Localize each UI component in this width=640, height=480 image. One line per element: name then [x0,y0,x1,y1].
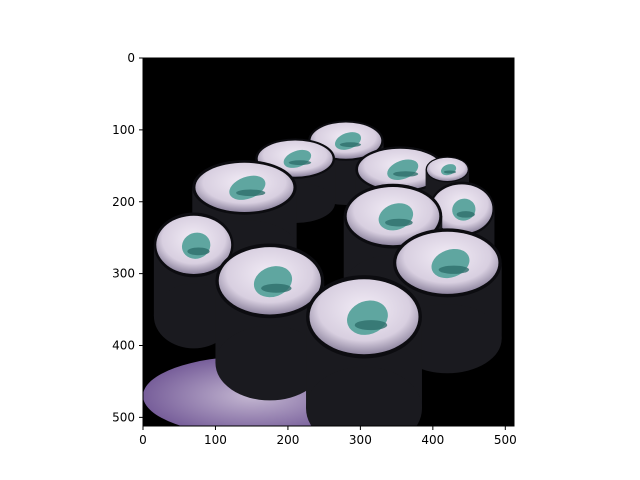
cucumber-skin [443,170,457,174]
axes-frame [142,57,515,427]
x-axis: 0 100 200 300 400 500 [139,426,517,447]
y-tick-label: 0 [127,51,135,65]
cucumber-skin [187,247,210,256]
y-tick-label: 300 [112,267,135,281]
x-tick-label: 0 [139,433,147,447]
x-tick-label: 100 [204,433,227,447]
sushi-pieces [153,120,502,426]
cucumber-skin [354,320,388,331]
nori-bottom [153,283,234,349]
y-tick-label: 500 [112,410,135,424]
sushi-piece [192,160,297,275]
image-area [143,58,514,426]
cucumber-skin [261,283,292,293]
y-tick-label: 400 [112,339,135,353]
nori-bottom [215,325,325,401]
cucumber-skin [456,211,475,218]
cucumber-skin [385,218,413,227]
cucumber-skin [438,265,470,274]
sushi-piece [306,275,422,426]
x-tick-label: 500 [494,433,517,447]
y-axis: 0 100 200 300 400 500 [112,51,143,424]
y-tick-label: 200 [112,195,135,209]
cucumber-skin [288,160,312,166]
x-tick-label: 200 [276,433,299,447]
cucumber-skin [339,142,361,148]
sushi-piece [153,212,234,349]
x-tick-label: 300 [349,433,372,447]
y-tick-label: 100 [112,123,135,137]
cucumber-skin [393,171,419,177]
x-tick-label: 400 [421,433,444,447]
cucumber-skin [236,189,266,197]
nori-bottom [306,366,422,426]
